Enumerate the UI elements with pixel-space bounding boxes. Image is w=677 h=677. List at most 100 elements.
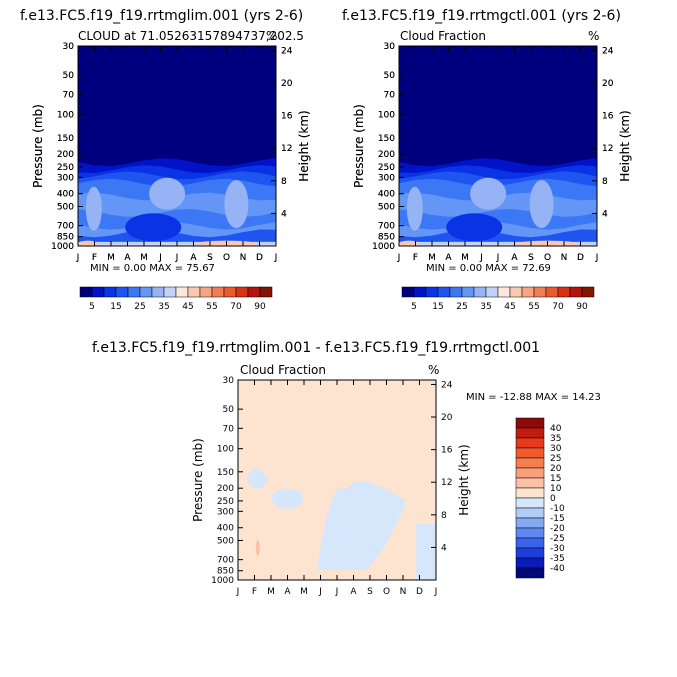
panel3-subtitle: Cloud Fraction <box>240 363 326 377</box>
panel1-cbar-label: 5 <box>89 302 95 312</box>
panel2-ytick-label: 50 <box>384 71 396 81</box>
panel1-band <box>78 221 276 246</box>
panel1-xtick-label: F <box>92 253 97 263</box>
panel1-ytick-label: 200 <box>57 150 74 160</box>
panel3-ytick-label: 300 <box>217 507 234 517</box>
panel1-ytick-label: 70 <box>63 90 75 100</box>
panel2-cbar-cell <box>413 286 427 298</box>
panel3-cbar-label: -35 <box>550 554 565 564</box>
panel3-ylabel: Pressure (mb) <box>191 438 205 522</box>
panel1-cbar-cell <box>163 286 177 298</box>
panel1-cbar-cell <box>79 286 93 298</box>
panel1-ytick-label: 700 <box>57 222 74 232</box>
panel3-xtick-label: J <box>335 587 339 597</box>
panel1-y2tick-label: 12 <box>281 144 292 154</box>
panel3-xtick-label: F <box>252 587 257 597</box>
panel3-ytick-label: 400 <box>217 524 234 534</box>
panel2-xtick-label: J <box>595 253 599 263</box>
panel3-ytick-label: 1000 <box>211 576 234 586</box>
panel2-y2tick-label: 12 <box>602 144 613 154</box>
panel2-xtick-label: O <box>544 253 551 263</box>
panel2-xtick-label: M <box>461 253 469 263</box>
panel3-xtick-label: J <box>236 587 240 597</box>
panel2-patch-dark <box>446 213 503 242</box>
panel3-cbar-cell <box>515 567 545 579</box>
panel1-band <box>78 158 276 246</box>
panel1-cbar-cell <box>211 286 225 298</box>
panel3-xtick-label: N <box>400 587 407 597</box>
panel3-cbar-label: 15 <box>550 474 561 484</box>
panel2-xtick-label: N <box>561 253 568 263</box>
panel1-frame <box>77 45 277 247</box>
panel1-y2tick-label: 4 <box>281 209 287 219</box>
panel3-y2tick-label: 24 <box>441 380 453 390</box>
panel1-subtitle: CLOUD at 71.05263157894737,202.5 <box>78 29 304 43</box>
panel1-cbar-cell <box>115 286 129 298</box>
panel1-ytick-label: 150 <box>57 134 74 144</box>
panel1-patch-dark <box>125 213 182 242</box>
panel3-y2tick-label: 16 <box>441 446 453 456</box>
panel1-title: f.e13.FC5.f19_f19.rrtmglim.001 (yrs 2-6) <box>20 8 304 24</box>
panel2-xtick-label: A <box>511 253 518 263</box>
panel3-neg-patch <box>246 468 268 489</box>
panel2-ytick-label: 70 <box>384 90 396 100</box>
panel2-ytick-label: 250 <box>378 163 395 173</box>
panel1-ytick-label: 850 <box>57 233 74 243</box>
panel1-band <box>78 178 276 246</box>
panel1-ytick-label: 1000 <box>51 242 74 252</box>
panel3-xtick-label: J <box>434 587 438 597</box>
panel1-y2tick-label: 12 <box>281 144 292 154</box>
panel1-surface <box>78 241 276 246</box>
panel2-xtick-label: F <box>413 253 418 263</box>
panel2-cbar-cell <box>521 286 535 298</box>
panel1-xtick-label: J <box>175 253 179 263</box>
panel1-cbar-label: 15 <box>110 302 121 312</box>
panel2-y2tick-label: 8 <box>602 177 608 187</box>
panel3-y2tick-label: 4 <box>441 543 447 553</box>
panel3-ytick-label: 30 <box>223 376 235 386</box>
panel2-cbar-cell <box>437 286 451 298</box>
panel1-ytick-label: 250 <box>57 163 74 173</box>
panel3-xtick-label: D <box>416 587 423 597</box>
panel2-surface-peak <box>517 240 578 247</box>
panel1-xtick-label: J <box>158 253 162 263</box>
panel2-band <box>399 178 597 246</box>
panel2-cbar-label: 55 <box>528 302 539 312</box>
panel1-y2tick-label: 8 <box>281 177 287 187</box>
panel2-cbar-cell <box>461 286 475 298</box>
panel2-field <box>398 46 597 247</box>
panel3-cbar-cell <box>515 457 545 469</box>
panel1-ylabel: Pressure (mb) <box>31 104 45 188</box>
panel2-frame <box>398 45 598 247</box>
panel3-cbar-label: -40 <box>550 564 565 574</box>
panel1-band <box>78 171 276 246</box>
panel2-xtick-label: S <box>528 253 534 263</box>
panel1-cbar-cell <box>223 286 237 298</box>
panel1-cbar-label: 90 <box>254 302 266 312</box>
panel2-cbar-label: 35 <box>480 302 491 312</box>
panel2-band <box>399 229 597 246</box>
panel2-band <box>399 158 597 246</box>
panel1-cbar-label: 25 <box>134 302 145 312</box>
panel2-cbar-label: 45 <box>504 302 515 312</box>
panel2-cbar-cell <box>497 286 511 298</box>
panel1-cbar-cell <box>259 286 273 298</box>
panel2-cbar-cell <box>473 286 487 298</box>
panel3-ytick-label: 850 <box>217 567 234 577</box>
panel1-xtick-label: J <box>76 253 80 263</box>
panel2-band <box>399 209 597 246</box>
panel1-ytick-label: 150 <box>57 134 74 144</box>
panel3-cbar-cell <box>515 527 545 539</box>
panel3-ytick-label: 250 <box>217 497 234 507</box>
panel1-y2tick-label: 8 <box>281 177 287 187</box>
panel2-cbar-label: 25 <box>456 302 467 312</box>
panel2-ytick-label: 850 <box>378 233 395 243</box>
panel3-cbar-cell <box>515 517 545 529</box>
panel1-xtick-label: D <box>256 253 263 263</box>
panel1-ytick-label: 250 <box>57 163 74 173</box>
panel2-xtick-label: A <box>511 253 518 263</box>
panel3-cbar-cell <box>515 467 545 479</box>
panel3-xtick-label: O <box>383 587 390 597</box>
panel3-cbar-cell <box>515 417 545 429</box>
panel2-y2tick-label: 12 <box>602 144 613 154</box>
